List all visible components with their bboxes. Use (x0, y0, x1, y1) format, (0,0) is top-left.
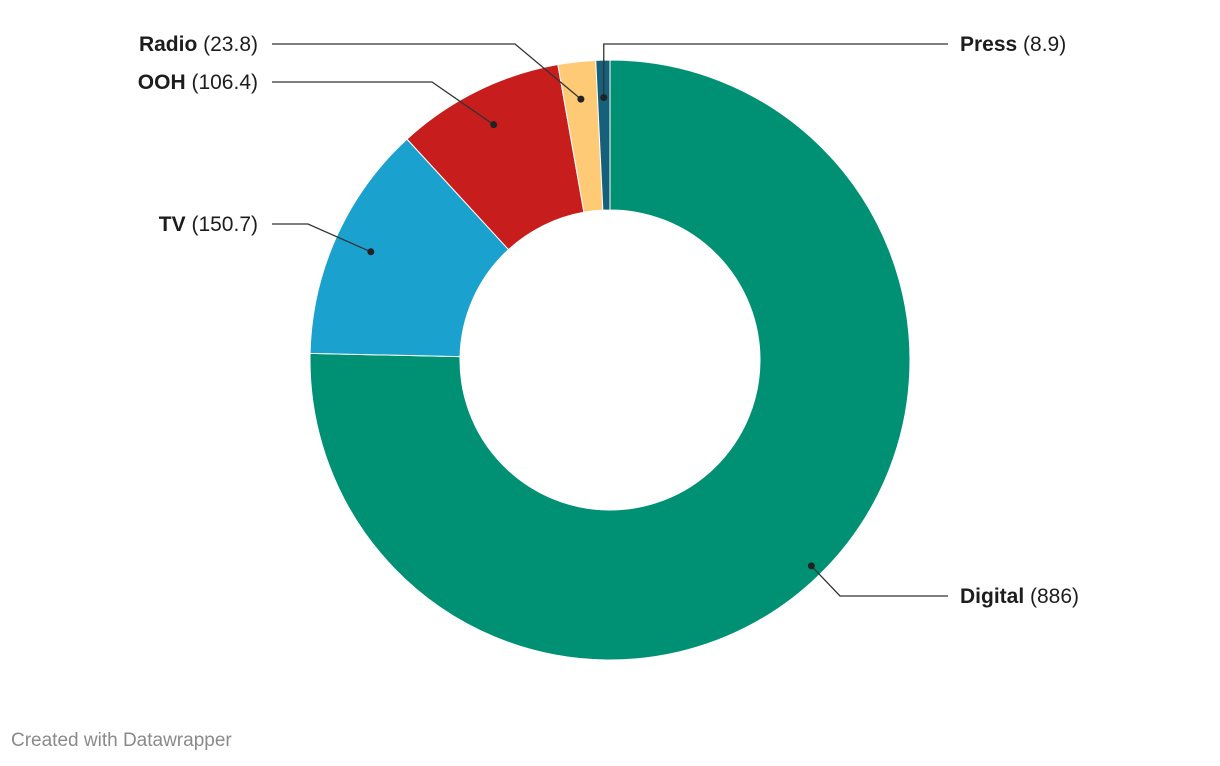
label-tv: TV (150.7) (159, 213, 258, 236)
leader-dot-ooh (490, 121, 498, 129)
label-value-press: (8.9) (1017, 33, 1066, 56)
leader-dot-press (600, 94, 608, 102)
leader-line-ooh (272, 81, 495, 126)
label-name-radio: Radio (139, 33, 197, 56)
label-value-radio: (23.8) (197, 33, 258, 56)
label-digital: Digital (886) (960, 585, 1079, 608)
label-value-digital: (886) (1024, 585, 1079, 608)
leader-line-radio (272, 43, 582, 100)
label-ooh: OOH (106.4) (138, 71, 258, 94)
label-value-ooh: (106.4) (186, 71, 258, 94)
slice-digital (309, 59, 911, 661)
leader-dot-digital (807, 562, 815, 570)
label-value-tv: (150.7) (186, 213, 258, 236)
leader-dot-tv (367, 248, 375, 256)
leader-line-press (603, 43, 948, 98)
leader-line-digital (810, 565, 948, 597)
label-name-press: Press (960, 33, 1017, 56)
label-radio: Radio (23.8) (139, 33, 258, 56)
label-name-digital: Digital (960, 585, 1024, 608)
leader-dot-radio (577, 95, 585, 103)
label-name-tv: TV (159, 213, 186, 236)
credit-footer: Created with Datawrapper (11, 730, 232, 751)
leader-line-tv (272, 223, 372, 253)
label-press: Press (8.9) (960, 33, 1066, 56)
label-name-ooh: OOH (138, 71, 186, 94)
slice-tv (309, 138, 510, 358)
